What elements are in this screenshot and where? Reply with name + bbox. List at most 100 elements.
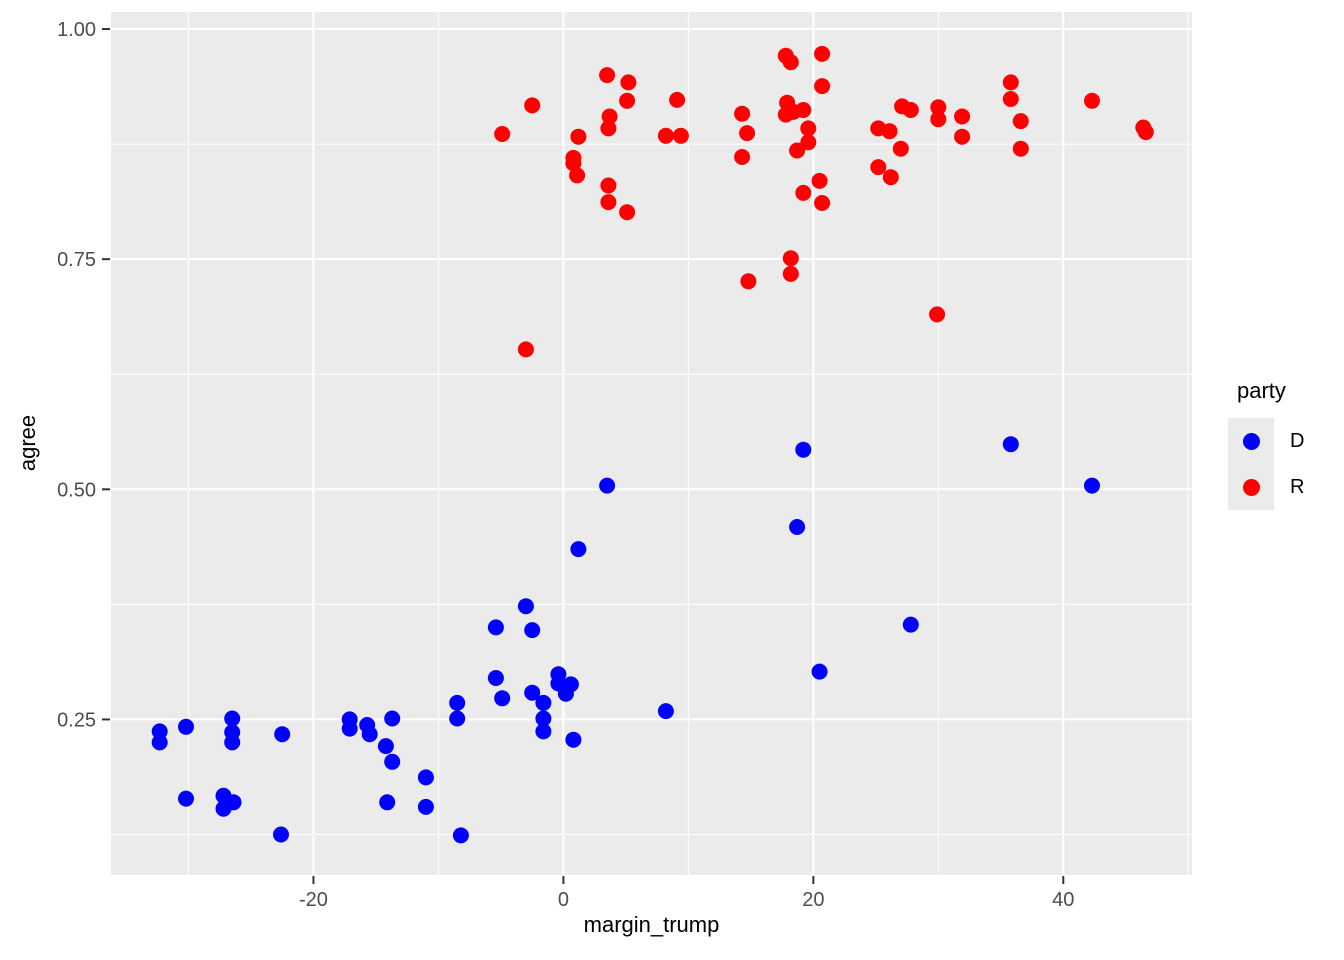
data-point-r	[1002, 74, 1019, 91]
data-point-r	[739, 125, 756, 142]
x-axis-tick-labels: -20 0 20 40	[299, 889, 1074, 911]
data-point-r	[930, 99, 947, 116]
data-point-r	[930, 111, 947, 128]
data-point-r	[517, 341, 534, 358]
data-point-r	[734, 149, 751, 165]
data-point-r	[1012, 140, 1029, 157]
data-point-r	[789, 142, 806, 159]
data-point-d	[657, 703, 674, 720]
minor-gridlines	[111, 12, 1192, 875]
data-point-r	[800, 120, 817, 137]
data-point-r	[672, 127, 689, 144]
data-point-d	[1002, 436, 1019, 453]
data-point-d	[384, 710, 401, 727]
data-point-r	[599, 67, 616, 84]
legend-key-box	[1228, 464, 1274, 510]
data-point-r	[600, 194, 617, 211]
data-point-r	[882, 169, 899, 186]
data-point-r	[814, 45, 831, 62]
data-point-d	[1084, 477, 1100, 494]
data-point-r	[954, 108, 971, 125]
data-point-d	[225, 794, 242, 811]
data-point-r	[669, 91, 686, 108]
data-point-r	[892, 140, 909, 157]
data-point-d	[449, 710, 466, 727]
data-point-r	[569, 167, 586, 184]
data-point-r	[1137, 124, 1154, 141]
data-point-r	[619, 204, 636, 221]
data-point-r	[881, 123, 898, 140]
legend: party D R	[1228, 378, 1338, 510]
data-point-d	[274, 726, 291, 743]
y-axis-tick-labels: 0.25 0.50 0.75 1.00	[57, 19, 96, 731]
legend-label-d: D	[1290, 429, 1305, 452]
x-tick-label: -20	[299, 889, 328, 911]
data-point-d	[524, 622, 541, 639]
data-point-r	[782, 54, 799, 71]
data-point-d	[789, 519, 806, 535]
data-point-r	[524, 97, 541, 114]
data-point-d	[361, 726, 378, 743]
legend-title: party	[1237, 378, 1286, 403]
data-point-r	[814, 78, 831, 95]
data-point-d	[562, 676, 579, 693]
data-point-r	[954, 128, 971, 145]
data-point-d	[599, 477, 616, 494]
legend-keys: D R	[1228, 418, 1338, 510]
data-point-r	[870, 159, 887, 176]
data-point-r	[929, 306, 946, 323]
legend-entry-r: R	[1228, 464, 1338, 510]
data-point-r	[814, 195, 831, 211]
data-point-d	[379, 794, 396, 811]
data-point-d	[487, 619, 504, 636]
d-point-icon	[1242, 432, 1260, 450]
data-point-d	[417, 798, 434, 815]
data-point-r	[811, 172, 828, 189]
data-point-r	[782, 250, 799, 267]
axis-tick-marks	[102, 28, 1065, 884]
data-point-d	[487, 670, 504, 686]
legend-label-r: R	[1290, 475, 1305, 498]
data-point-r	[1012, 113, 1029, 130]
data-point-r	[619, 92, 636, 109]
data-point-r	[782, 265, 799, 282]
data-point-d	[341, 720, 358, 737]
legend-key-box	[1228, 418, 1274, 464]
x-tick-label: 20	[802, 889, 824, 911]
data-point-r	[494, 126, 511, 142]
y-tick-label: 0.75	[57, 249, 96, 271]
data-point-d	[151, 734, 168, 751]
data-point-r	[600, 120, 617, 137]
y-tick-label: 1.00	[57, 19, 96, 41]
data-point-d	[178, 718, 194, 735]
legend-entry-d: D	[1228, 418, 1338, 464]
data-point-r	[570, 128, 587, 145]
data-point-r	[902, 102, 919, 118]
data-point-d	[795, 441, 812, 458]
x-tick-label: 0	[558, 889, 569, 911]
data-point-r	[740, 273, 757, 290]
data-point-d	[449, 694, 466, 711]
data-point-r	[601, 108, 618, 125]
plot-panel-background	[111, 12, 1192, 875]
y-axis-title: agree	[15, 414, 40, 472]
data-point-r	[565, 155, 582, 172]
data-point-d	[517, 598, 534, 615]
data-point-d	[902, 616, 919, 633]
data-point-d	[570, 541, 587, 558]
y-tick-label: 0.50	[57, 479, 96, 501]
major-gridlines	[111, 12, 1192, 875]
data-points	[151, 45, 1154, 844]
data-point-r	[795, 184, 812, 201]
data-point-r	[1084, 92, 1100, 109]
data-point-d	[224, 710, 241, 727]
data-point-d	[494, 690, 511, 707]
data-point-d	[178, 790, 194, 807]
data-point-r	[1002, 91, 1019, 107]
data-point-d	[811, 663, 828, 680]
data-point-d	[524, 684, 541, 701]
data-point-r	[620, 74, 637, 91]
data-point-d	[151, 723, 168, 740]
